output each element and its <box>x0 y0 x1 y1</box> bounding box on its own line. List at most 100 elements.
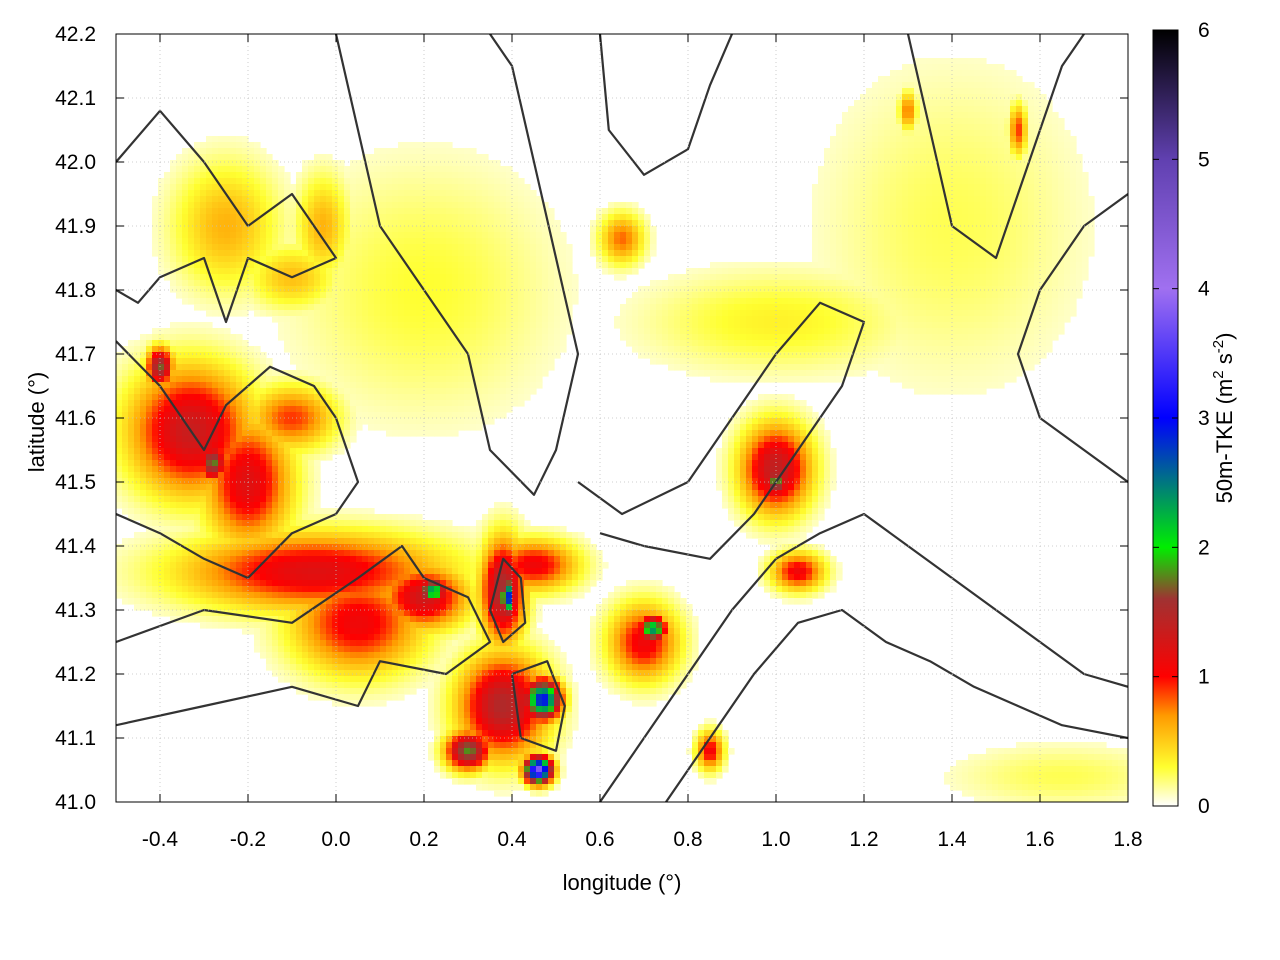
heat-cell <box>452 154 459 161</box>
heat-cell <box>662 304 669 311</box>
heat-cell <box>950 334 957 341</box>
heat-cell <box>530 292 537 299</box>
heat-cell <box>914 274 921 281</box>
heat-cell <box>452 346 459 353</box>
heat-cell <box>506 268 513 275</box>
heat-cell <box>608 208 615 215</box>
heat-cell <box>410 142 417 149</box>
heat-cell <box>872 262 879 269</box>
heat-cell <box>956 244 963 251</box>
heat-cell <box>596 256 603 263</box>
heat-cell <box>644 316 651 323</box>
heat-cell <box>788 304 795 311</box>
heat-cell <box>836 310 843 317</box>
heat-cell <box>746 304 753 311</box>
heat-cell <box>770 298 777 305</box>
heat-cell <box>992 244 999 251</box>
heat-cell <box>224 298 231 305</box>
heat-cell <box>338 208 345 215</box>
heat-cell <box>770 274 777 281</box>
heat-cell <box>674 286 681 293</box>
heat-cell <box>590 226 597 233</box>
heat-cell <box>986 70 993 77</box>
heat-cell <box>188 232 195 239</box>
heat-cell <box>914 118 921 125</box>
heat-cell <box>986 178 993 185</box>
heat-cell <box>692 322 699 329</box>
heat-cell <box>398 196 405 203</box>
heat-cell <box>392 298 399 305</box>
heat-cell <box>842 340 849 347</box>
heat-cell <box>128 358 135 365</box>
heat-cell <box>308 214 315 221</box>
heat-cell <box>770 292 777 299</box>
heat-cell <box>374 196 381 203</box>
heat-cell <box>998 88 1005 95</box>
heat-cell <box>314 202 321 209</box>
heat-cell <box>170 346 177 353</box>
heat-cell <box>818 280 825 287</box>
heat-cell <box>494 190 501 197</box>
heat-cell <box>332 352 339 359</box>
heat-cell <box>980 352 987 359</box>
heat-cell <box>188 160 195 167</box>
heat-cell <box>392 160 399 167</box>
heat-cell <box>1040 334 1047 341</box>
heat-cell <box>752 322 759 329</box>
heat-cell <box>824 178 831 185</box>
heat-cell <box>428 334 435 341</box>
heat-cell <box>914 226 921 233</box>
heat-cell <box>668 316 675 323</box>
heat-cell <box>680 328 687 335</box>
heat-cell <box>992 184 999 191</box>
heat-cell <box>254 352 261 359</box>
heat-cell <box>464 292 471 299</box>
heat-cell <box>854 100 861 107</box>
heat-cell <box>254 202 261 209</box>
heat-cell <box>764 358 771 365</box>
heat-cell <box>140 352 147 359</box>
heat-cell <box>302 286 309 293</box>
heat-cell <box>788 298 795 305</box>
heat-cell <box>980 160 987 167</box>
heat-cell <box>926 202 933 209</box>
heat-cell <box>740 310 747 317</box>
heat-cell <box>356 280 363 287</box>
heat-cell <box>1046 208 1053 215</box>
heat-cell <box>410 268 417 275</box>
heat-cell <box>908 178 915 185</box>
heat-cell <box>410 304 417 311</box>
heat-cell <box>926 106 933 113</box>
heat-cell <box>302 178 309 185</box>
heat-cell <box>470 310 477 317</box>
heat-cell <box>464 322 471 329</box>
heat-cell <box>890 112 897 119</box>
heat-cell <box>962 196 969 203</box>
heat-cell <box>668 274 675 281</box>
heat-cell <box>980 166 987 173</box>
heat-cell <box>296 280 303 287</box>
heat-cell <box>278 304 285 311</box>
heat-cell <box>452 178 459 185</box>
heat-cell <box>206 340 213 347</box>
heat-cell <box>710 310 717 317</box>
heat-cell <box>158 178 165 185</box>
heat-cell <box>830 286 837 293</box>
heat-cell <box>284 220 291 227</box>
heat-cell <box>824 166 831 173</box>
heat-cell <box>602 208 609 215</box>
heat-cell <box>854 250 861 257</box>
heat-cell <box>758 352 765 359</box>
heat-cell <box>908 184 915 191</box>
heat-cell <box>596 244 603 251</box>
heat-cell <box>332 172 339 179</box>
heat-cell <box>1034 166 1041 173</box>
heat-cell <box>422 178 429 185</box>
heat-cell <box>188 154 195 161</box>
heat-cell <box>542 340 549 347</box>
heat-cell <box>230 364 237 371</box>
heat-cell <box>440 184 447 191</box>
heat-cell <box>554 268 561 275</box>
heat-cell <box>428 256 435 263</box>
